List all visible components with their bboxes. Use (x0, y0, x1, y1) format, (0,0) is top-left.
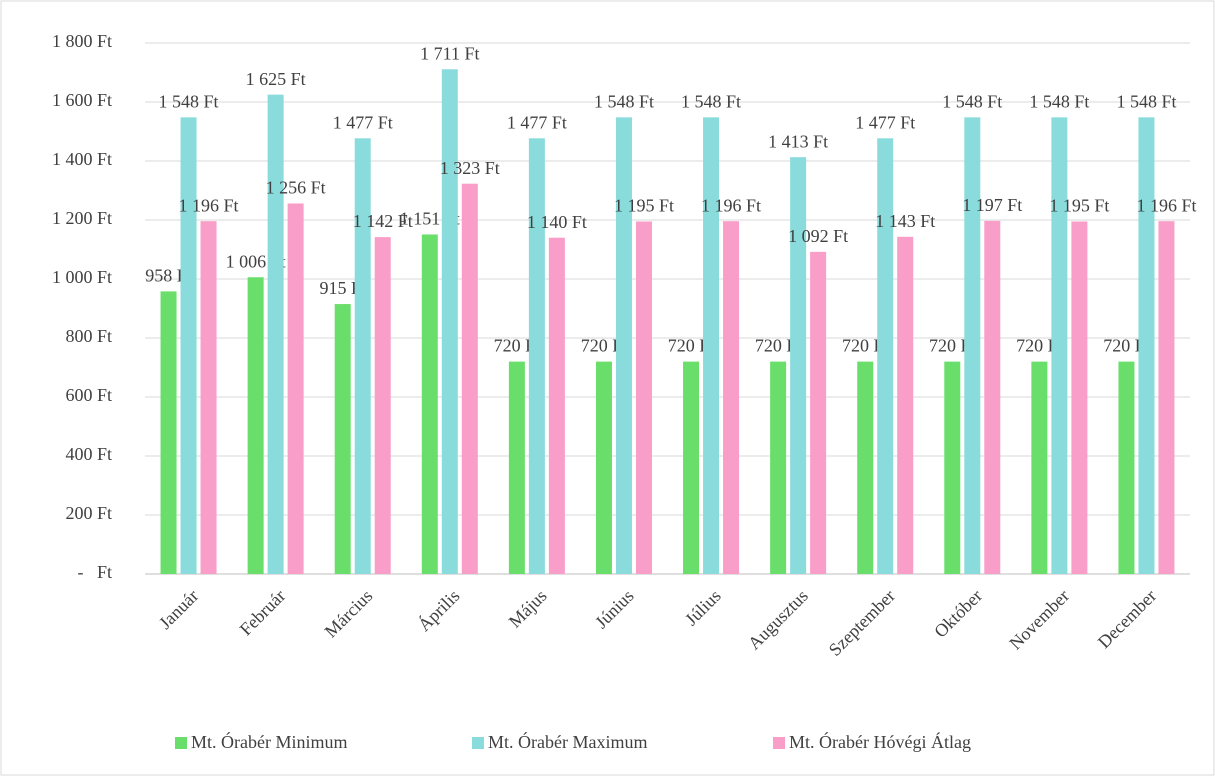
data-label: 1 548 Ft (942, 91, 1002, 111)
data-label: 1 625 Ft (246, 69, 306, 89)
bar (1138, 117, 1155, 574)
bar (857, 361, 874, 574)
bar (984, 220, 1001, 574)
data-label: 1 477 Ft (855, 112, 915, 132)
data-label: 720 Ft (494, 336, 541, 356)
data-label: 1 197 Ft (962, 195, 1022, 215)
data-label: 1 140 Ft (527, 212, 587, 232)
y-tick-label: 600 Ft (65, 385, 112, 405)
bar (723, 221, 740, 574)
bar (1118, 361, 1135, 574)
y-tick-label: 800 Ft (65, 326, 112, 346)
bar (180, 117, 197, 574)
data-label: 1 195 Ft (614, 196, 674, 216)
bar (897, 236, 914, 574)
bar (421, 234, 438, 574)
bar (287, 203, 304, 575)
bar (354, 138, 371, 574)
data-label: 720 Ft (581, 336, 628, 356)
data-label: 915 Ft (319, 278, 366, 298)
y-tick-label: 400 Ft (65, 444, 112, 464)
legend-label: Mt. Órabér Minimum (191, 731, 347, 752)
bar (770, 361, 787, 574)
y-tick-label: 1 800 Ft (52, 31, 112, 51)
bar (461, 183, 478, 574)
legend-label: Mt. Órabér Hóvégi Átlag (789, 731, 971, 752)
bar (810, 251, 827, 575)
bar (964, 117, 981, 574)
bar (1031, 361, 1048, 574)
bar (703, 117, 720, 574)
bar (247, 277, 264, 574)
data-label: 720 Ft (929, 336, 976, 356)
bar (508, 361, 525, 574)
data-label: 1 196 Ft (179, 195, 239, 215)
data-label: 1 143 Ft (875, 211, 935, 231)
y-tick-label: 1 000 Ft (52, 267, 112, 287)
data-label: 1 548 Ft (159, 91, 219, 111)
y-tick-label: - Ft (77, 562, 112, 582)
data-label: 720 Ft (1016, 336, 1063, 356)
bar (548, 237, 565, 574)
data-label: 1 196 Ft (1136, 195, 1196, 215)
data-label: 1 195 Ft (1049, 196, 1109, 216)
data-label: 720 Ft (755, 336, 802, 356)
data-label: 1 548 Ft (594, 91, 654, 111)
data-label: 1 323 Ft (440, 158, 500, 178)
data-label: 720 Ft (1103, 336, 1150, 356)
bar (200, 221, 217, 574)
data-label: 1 711 Ft (420, 43, 479, 63)
data-label: 720 Ft (842, 336, 889, 356)
legend-label: Mt. Órabér Maximum (488, 731, 647, 752)
y-tick-label: 1 400 Ft (52, 149, 112, 169)
bar (528, 138, 545, 574)
bar (944, 361, 961, 574)
data-label: 1 548 Ft (1116, 91, 1176, 111)
bar (635, 221, 652, 574)
bar (595, 361, 612, 574)
y-tick-label: 200 Ft (65, 503, 112, 523)
data-label: 1 142 Ft (353, 211, 413, 231)
data-label: 1 477 Ft (333, 112, 393, 132)
data-label: 1 413 Ft (768, 131, 828, 151)
data-label: 1 477 Ft (507, 112, 567, 132)
data-label: 1 092 Ft (788, 226, 848, 246)
data-label: 958 Ft (145, 266, 192, 286)
bar (374, 237, 391, 575)
legend-swatch (773, 737, 785, 749)
bar (683, 361, 700, 574)
bar (334, 304, 351, 574)
data-label: 1 548 Ft (681, 91, 741, 111)
bar (1051, 117, 1068, 574)
bar (441, 69, 458, 574)
legend-swatch (472, 737, 484, 749)
bar (160, 291, 177, 574)
bar (1071, 221, 1088, 574)
data-label: 1 256 Ft (266, 178, 326, 198)
y-tick-label: 1 600 Ft (52, 90, 112, 110)
data-label: 1 196 Ft (701, 195, 761, 215)
bar (267, 94, 284, 574)
data-label: 720 Ft (668, 336, 715, 356)
bar (615, 117, 632, 574)
legend-swatch (175, 737, 187, 749)
bar (1158, 221, 1175, 574)
bar (877, 138, 894, 574)
y-tick-label: 1 200 Ft (52, 208, 112, 228)
bar (790, 157, 807, 575)
data-label: 1 548 Ft (1029, 91, 1089, 111)
